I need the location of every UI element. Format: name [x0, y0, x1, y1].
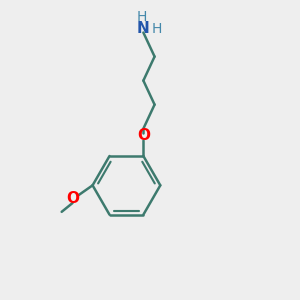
- Text: H: H: [137, 10, 147, 24]
- Text: O: O: [66, 191, 79, 206]
- Text: N: N: [137, 21, 150, 36]
- Text: O: O: [137, 128, 150, 143]
- Text: H: H: [152, 22, 162, 36]
